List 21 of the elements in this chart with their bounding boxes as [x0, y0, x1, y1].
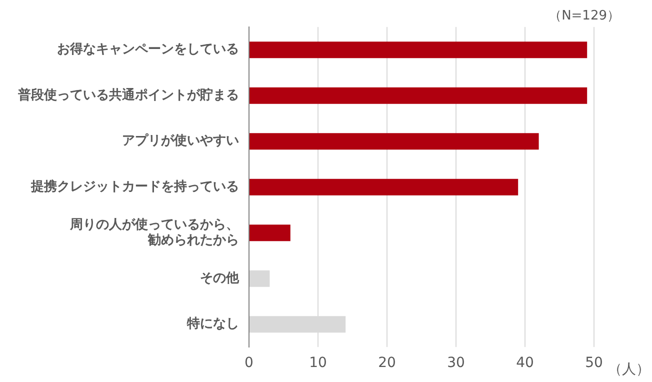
bar: [250, 133, 539, 150]
y-tick-label: 普段使っている共通ポイントが貯まる: [17, 86, 239, 103]
x-axis-title: （人）: [608, 362, 650, 378]
x-tick-label: 50: [585, 355, 603, 372]
x-tick-label: 0: [244, 355, 254, 372]
x-tick-label: 30: [447, 355, 465, 372]
x-tick-label: 20: [378, 355, 396, 372]
bar: [250, 178, 518, 196]
x-tick-label: 10: [309, 355, 327, 372]
y-tick-label: 特になし: [186, 316, 239, 332]
x-tick-label: 40: [516, 355, 534, 372]
text: （N=129）: [548, 8, 620, 24]
bar: [250, 224, 290, 242]
bar: [250, 42, 588, 58]
y-tick-label: その他: [200, 270, 240, 286]
bar: [250, 87, 588, 104]
bar: [250, 270, 270, 287]
y-tick-label: 提携クレジットカードを持っている: [30, 178, 239, 194]
y-tick-label: 周りの人が使っているから、勧められたから: [69, 217, 239, 248]
y-tick-label: アプリが使いやすい: [122, 132, 239, 149]
y-tick-label: お得なキャンペーンをしている: [57, 42, 239, 58]
